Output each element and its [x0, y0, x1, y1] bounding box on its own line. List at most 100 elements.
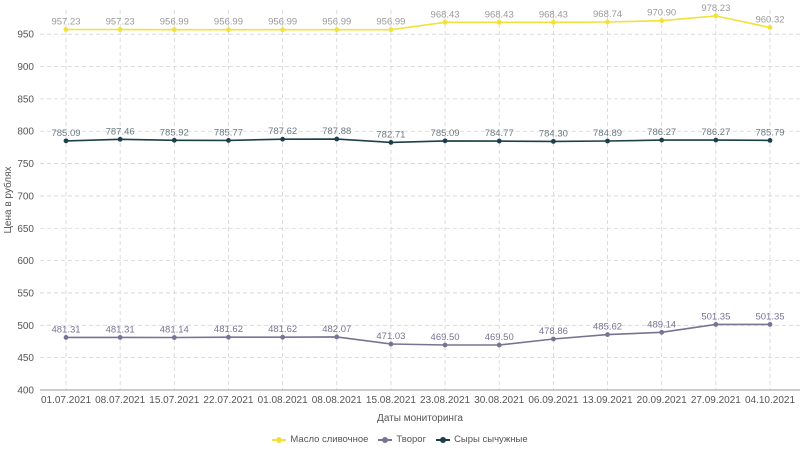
y-axis-title: Цена в рублях	[2, 166, 14, 233]
x-tick-label: 08.08.2021	[312, 395, 362, 406]
data-label: 481.62	[214, 324, 243, 335]
data-point[interactable]	[605, 332, 610, 338]
data-label: 785.92	[160, 127, 189, 138]
x-tick-label: 15.08.2021	[366, 395, 416, 406]
data-point[interactable]	[117, 334, 123, 340]
data-label: 785.09	[51, 128, 80, 139]
series-group: 957.23 957.23 956.99 956.99 956.99 956.99 956.…	[51, 3, 785, 348]
data-label: 481.31	[106, 324, 135, 335]
legend-label-butter: Масло сливочное	[290, 434, 369, 445]
series-line	[66, 15, 771, 31]
data-point[interactable]	[63, 27, 69, 32]
y-tick-label: 700	[17, 191, 34, 202]
data-point[interactable]	[767, 322, 773, 327]
data-label: 482.07	[322, 324, 351, 335]
data-point[interactable]	[388, 27, 394, 33]
data-point[interactable]	[713, 137, 719, 143]
x-tick-label: 01.07.2021	[41, 395, 91, 406]
data-point[interactable]	[117, 136, 123, 142]
data-point[interactable]	[496, 19, 502, 25]
data-label: 782.71	[376, 129, 405, 140]
legend-item-cottage-cheese[interactable]: Творог	[378, 434, 426, 445]
data-label: 968.74	[593, 9, 622, 20]
data-point[interactable]	[171, 27, 177, 33]
data-point[interactable]	[550, 19, 556, 25]
data-label: 970.90	[647, 8, 676, 19]
x-tick-label: 22.07.2021	[203, 395, 253, 406]
data-point[interactable]	[334, 136, 340, 142]
data-label: 784.77	[485, 128, 514, 139]
x-tick-label: 01.08.2021	[258, 395, 308, 406]
data-point[interactable]	[442, 342, 448, 348]
y-tick-label: 550	[17, 288, 34, 299]
legend-item-butter[interactable]: Масло сливочное	[272, 434, 368, 445]
data-point[interactable]	[605, 19, 610, 25]
data-point[interactable]	[767, 138, 773, 143]
legend-marker-cottage-cheese	[378, 436, 393, 444]
x-tick-label: 27.09.2021	[691, 395, 741, 406]
data-point[interactable]	[63, 138, 69, 144]
data-label: 469.50	[485, 332, 514, 343]
data-point[interactable]	[63, 334, 69, 340]
data-label: 489.14	[647, 319, 676, 330]
data-label: 956.99	[268, 17, 297, 28]
data-point[interactable]	[442, 138, 448, 144]
data-point[interactable]	[334, 334, 340, 340]
legend-item-rennet-cheese[interactable]: Сыры сычужные	[436, 434, 528, 445]
data-label: 785.09	[431, 128, 460, 139]
data-point[interactable]	[171, 137, 177, 143]
data-point[interactable]	[550, 336, 556, 342]
data-point[interactable]	[659, 329, 665, 335]
data-point[interactable]	[226, 334, 231, 340]
data-label: 478.86	[539, 326, 568, 337]
legend: Масло сливочное Творог Сыры сычужные	[0, 434, 800, 445]
y-tick-label: 850	[17, 94, 34, 105]
data-point[interactable]	[280, 27, 286, 33]
data-label: 957.23	[51, 16, 80, 27]
data-point[interactable]	[659, 137, 665, 143]
y-tick-label: 800	[17, 127, 34, 138]
y-tick-label: 900	[17, 62, 34, 73]
data-label: 501.35	[755, 311, 784, 322]
data-label: 957.23	[106, 16, 135, 27]
data-point[interactable]	[713, 322, 719, 327]
data-point[interactable]	[442, 19, 448, 25]
data-label: 786.27	[647, 127, 676, 138]
series-1: 481.31 481.31 481.14 481.62 481.62 482.07 471.…	[51, 311, 785, 348]
legend-marker-butter	[272, 436, 287, 444]
data-point[interactable]	[280, 334, 286, 340]
x-tick-label: 30.08.2021	[474, 395, 524, 406]
data-point[interactable]	[550, 138, 556, 144]
data-label: 481.31	[51, 324, 80, 335]
x-tick-label: 23.08.2021	[420, 395, 470, 406]
data-label: 784.30	[539, 128, 568, 139]
data-point[interactable]	[713, 13, 719, 19]
data-point[interactable]	[280, 136, 286, 142]
y-tick-label: 950	[17, 30, 34, 41]
data-point[interactable]	[496, 342, 502, 348]
x-tick-label: 15.07.2021	[149, 395, 199, 406]
data-point[interactable]	[659, 18, 665, 24]
series-line	[65, 138, 771, 144]
data-point[interactable]	[226, 138, 231, 143]
data-point[interactable]	[117, 27, 123, 32]
series-2: 785.09 787.46 785.92 785.77 787.62 787.88 782.…	[51, 126, 785, 145]
data-label: 956.99	[322, 17, 351, 28]
data-label: 785.77	[214, 127, 243, 138]
data-point[interactable]	[388, 341, 394, 347]
data-point[interactable]	[605, 138, 610, 144]
data-point[interactable]	[226, 27, 231, 33]
data-label: 960.32	[755, 14, 784, 25]
data-point[interactable]	[171, 335, 177, 340]
data-label: 481.14	[160, 325, 189, 336]
data-label: 501.35	[701, 311, 730, 322]
data-label: 968.43	[539, 9, 568, 20]
y-tick-label: 750	[17, 159, 34, 170]
y-tick-label: 450	[17, 353, 34, 364]
data-point[interactable]	[767, 25, 773, 30]
data-point[interactable]	[388, 140, 394, 145]
data-point[interactable]	[496, 138, 502, 144]
data-point[interactable]	[334, 27, 340, 33]
data-label: 956.99	[160, 17, 189, 28]
x-tick-label: 08.07.2021	[95, 395, 145, 406]
